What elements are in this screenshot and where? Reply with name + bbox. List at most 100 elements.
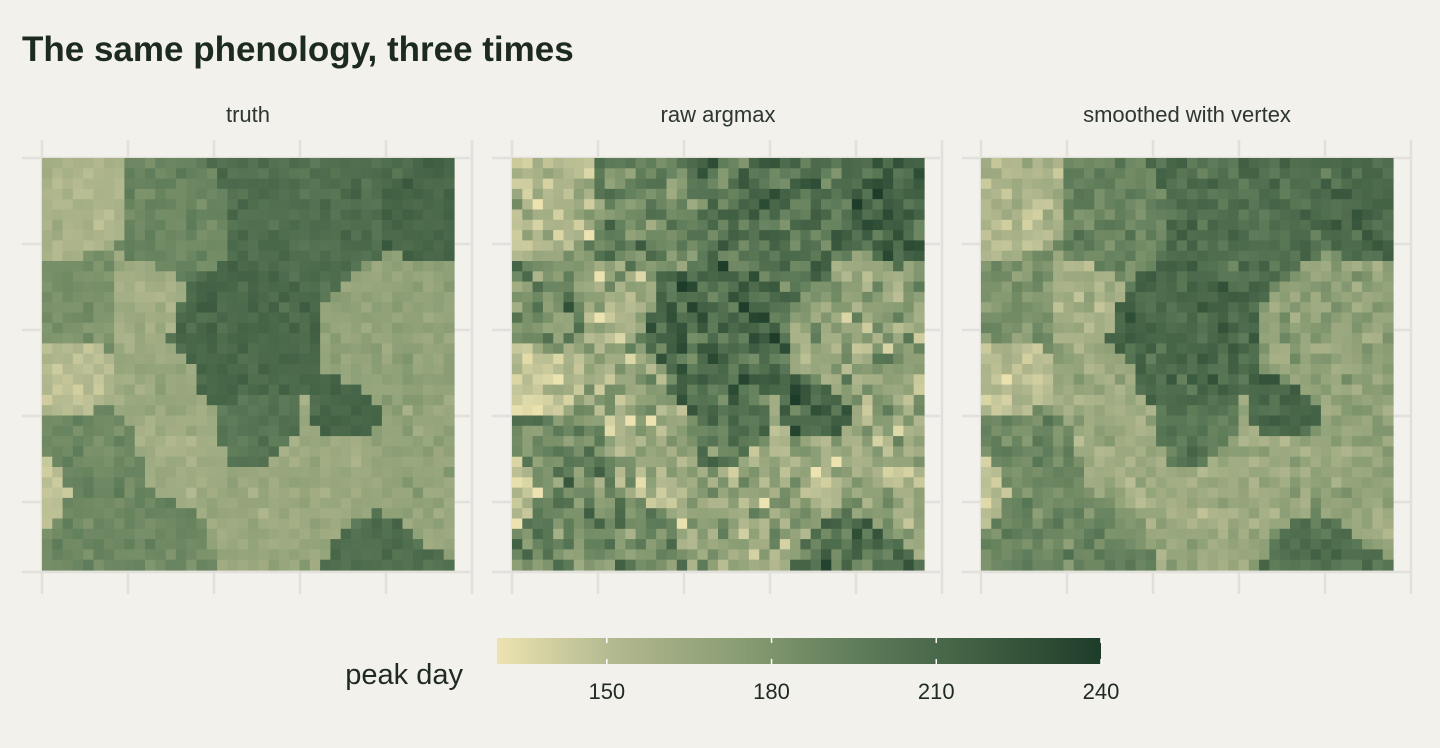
heatmap-tile [412, 518, 424, 530]
heatmap-tile [563, 322, 575, 334]
heatmap-tile [1073, 302, 1085, 314]
heatmap-tile [1310, 219, 1322, 231]
heatmap-tile [1217, 333, 1229, 344]
heatmap-tile [1290, 477, 1301, 489]
heatmap-tile [103, 240, 115, 252]
heatmap-tile [1310, 302, 1322, 314]
heatmap-tile [893, 230, 904, 241]
heatmap-tile [433, 436, 445, 447]
heatmap-tile [1094, 528, 1106, 540]
heatmap-tile [553, 281, 565, 293]
heatmap-tile [155, 199, 167, 211]
heatmap-tile [532, 549, 544, 561]
heatmap-tile [800, 456, 812, 468]
heatmap-tile [1259, 487, 1270, 499]
heatmap-tile [227, 394, 239, 406]
heatmap-tile [841, 291, 853, 303]
heatmap-tile [340, 240, 352, 252]
heatmap-tile [1084, 291, 1095, 303]
heatmap-tile [1279, 271, 1291, 283]
heatmap-tile [268, 291, 280, 303]
heatmap-tile [1310, 405, 1322, 417]
heatmap-tile [351, 477, 362, 489]
heatmap-tile [175, 374, 187, 386]
heatmap-tile [800, 168, 812, 180]
heatmap-tile [206, 209, 218, 221]
heatmap-tile [1269, 209, 1281, 221]
heatmap-tile [522, 312, 534, 324]
heatmap-tile [412, 497, 424, 509]
heatmap-tile [1207, 374, 1219, 386]
heatmap-tile [1372, 425, 1384, 437]
heatmap-tile [124, 312, 136, 324]
heatmap-tile [1382, 425, 1394, 437]
heatmap-tile [1104, 158, 1116, 169]
heatmap-tile [206, 467, 218, 478]
heatmap-tile [1259, 230, 1270, 241]
heatmap-tile [268, 230, 280, 241]
heatmap-tile [1011, 219, 1023, 231]
heatmap-tile [779, 240, 791, 252]
heatmap-tile [1001, 312, 1013, 324]
heatmap-tile [1001, 261, 1013, 272]
heatmap-tile [155, 549, 167, 561]
heatmap-tile [1156, 508, 1167, 520]
heatmap-tile [340, 199, 352, 211]
heatmap-tile [1238, 168, 1250, 180]
heatmap-tile [728, 559, 740, 571]
heatmap-tile [1145, 353, 1157, 365]
heatmap-tile [697, 302, 709, 314]
heatmap-tile [42, 467, 53, 478]
heatmap-tile [1135, 302, 1147, 314]
heatmap-tile [237, 302, 249, 314]
heatmap-tile [1187, 343, 1198, 355]
heatmap-tile [402, 446, 414, 458]
heatmap-tile [1331, 188, 1343, 200]
heatmap-tile [1362, 291, 1373, 303]
heatmap-tile [728, 302, 740, 314]
heatmap-tile [1145, 415, 1157, 427]
heatmap-tile [779, 415, 791, 427]
heatmap-tile [991, 271, 1003, 283]
heatmap-tile [645, 168, 657, 180]
heatmap-tile [522, 394, 534, 406]
heatmap-tile [289, 230, 301, 241]
heatmap-tile [62, 394, 74, 406]
heatmap-tile [248, 539, 259, 550]
heatmap-tile [361, 528, 373, 540]
heatmap-tile [1207, 312, 1219, 324]
heatmap-tile [83, 487, 95, 499]
heatmap-tile [862, 271, 874, 283]
heatmap-tile [1341, 168, 1353, 180]
heatmap-tile [604, 508, 616, 520]
heatmap-tile [155, 559, 167, 571]
heatmap-tile [412, 394, 424, 406]
heatmap-tile [258, 456, 270, 468]
heatmap-tile [831, 343, 843, 355]
heatmap-tile [1176, 353, 1188, 365]
heatmap-tile [1351, 467, 1363, 478]
heatmap-tile [981, 353, 992, 365]
heatmap-tile [412, 374, 424, 386]
heatmap-tile [991, 528, 1003, 540]
heatmap-tile [707, 261, 719, 272]
heatmap-tile [790, 168, 801, 180]
heatmap-tile [821, 312, 832, 324]
heatmap-tile [258, 322, 270, 334]
heatmap-tile [893, 302, 904, 314]
heatmap-tile [676, 425, 688, 437]
heatmap-tile [1094, 477, 1106, 489]
heatmap-tile [248, 281, 259, 293]
heatmap-tile [1125, 291, 1137, 303]
heatmap-tile [769, 528, 781, 540]
heatmap-tile [1011, 446, 1023, 458]
heatmap-tile [851, 302, 863, 314]
heatmap-tile [1372, 467, 1384, 478]
heatmap-tile [981, 209, 992, 221]
heatmap-tile [351, 281, 362, 293]
heatmap-tile [1290, 343, 1301, 355]
heatmap-tile [656, 302, 668, 314]
heatmap-tile [258, 312, 270, 324]
heatmap-tile [62, 188, 74, 200]
heatmap-tile [882, 394, 894, 406]
